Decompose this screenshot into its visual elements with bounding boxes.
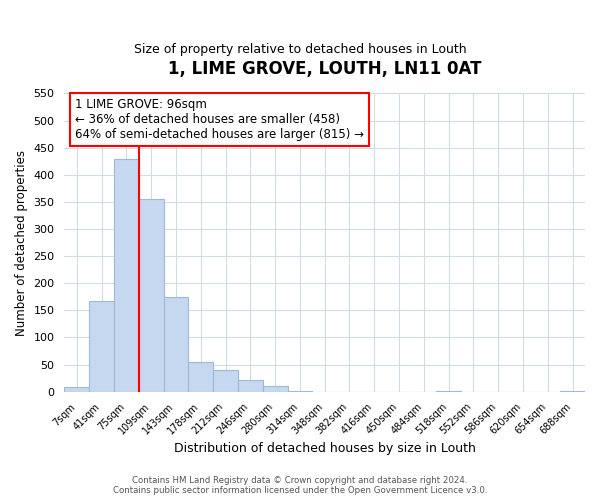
Title: 1, LIME GROVE, LOUTH, LN11 0AT: 1, LIME GROVE, LOUTH, LN11 0AT [168,60,481,78]
Bar [238,380,263,392]
Bar [287,390,313,392]
Bar [89,300,114,392]
Text: 1 LIME GROVE: 96sqm
← 36% of detached houses are smaller (458)
64% of semi-detac: 1 LIME GROVE: 96sqm ← 36% of detached ho… [75,98,364,141]
Bar [114,158,139,392]
Bar [188,362,213,392]
Bar [560,391,585,392]
Bar [213,370,238,392]
Y-axis label: Number of detached properties: Number of detached properties [15,150,28,336]
Bar [139,198,164,392]
Text: Size of property relative to detached houses in Louth: Size of property relative to detached ho… [134,42,466,56]
Text: Contains HM Land Registry data © Crown copyright and database right 2024.
Contai: Contains HM Land Registry data © Crown c… [113,476,487,495]
Bar [164,297,188,392]
Bar [263,386,287,392]
Bar [64,388,89,392]
X-axis label: Distribution of detached houses by size in Louth: Distribution of detached houses by size … [174,442,476,455]
Bar [436,391,461,392]
